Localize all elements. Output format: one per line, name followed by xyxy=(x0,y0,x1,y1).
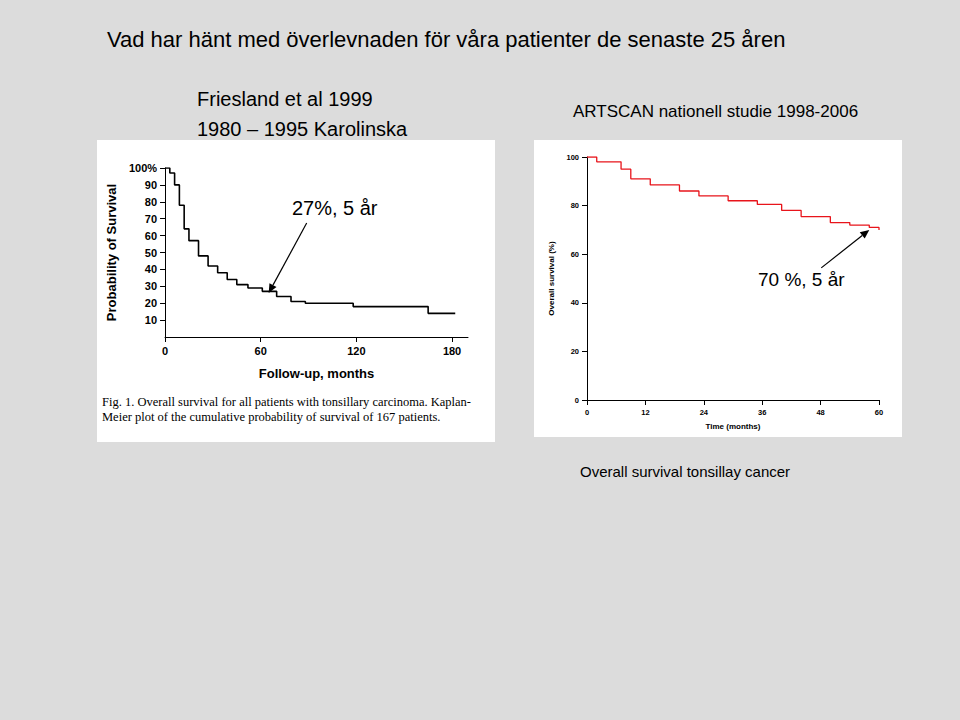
svg-text:80: 80 xyxy=(571,201,579,210)
svg-text:Overall survival (%): Overall survival (%) xyxy=(547,241,556,316)
svg-text:180: 180 xyxy=(443,345,461,357)
html-text:1980 – 1995 Karolinska: 1980 – 1995 Karolinska xyxy=(197,118,408,140)
svg-text:40: 40 xyxy=(571,298,579,307)
svg-text:70 %, 5 år: 70 %, 5 år xyxy=(758,269,845,290)
svg-text:70: 70 xyxy=(145,213,157,225)
svg-text:90: 90 xyxy=(145,179,157,191)
html-text:Friesland et al 1999: Friesland et al 1999 xyxy=(197,88,373,110)
svg-text:80: 80 xyxy=(145,196,157,208)
svg-text:27%, 5 år: 27%, 5 år xyxy=(292,197,378,219)
svg-text:12: 12 xyxy=(641,408,649,417)
svg-text:24: 24 xyxy=(700,408,709,417)
svg-text:30: 30 xyxy=(145,280,157,292)
html-text:Fig. 1. Overall survival for a: Fig. 1. Overall survival for all patient… xyxy=(102,395,471,424)
html-text:ARTSCAN nationell studie 1998-: ARTSCAN nationell studie 1998-2006 xyxy=(573,102,859,121)
svg-text:100: 100 xyxy=(566,153,579,162)
svg-text:60: 60 xyxy=(875,408,883,417)
svg-text:60: 60 xyxy=(571,250,579,259)
svg-text:0: 0 xyxy=(162,345,168,357)
svg-text:20: 20 xyxy=(571,347,579,356)
svg-text:0: 0 xyxy=(575,396,579,405)
html-text:Overall survival tonsillay can: Overall survival tonsillay cancer xyxy=(580,463,791,480)
svg-text:100%: 100% xyxy=(129,162,157,174)
svg-text:0: 0 xyxy=(585,408,589,417)
svg-text:Follow-up, months: Follow-up, months xyxy=(259,366,375,381)
svg-text:Time (months): Time (months) xyxy=(706,422,761,431)
svg-text:60: 60 xyxy=(255,345,267,357)
svg-text:10: 10 xyxy=(145,314,157,326)
svg-text:48: 48 xyxy=(816,408,824,417)
svg-text:40: 40 xyxy=(145,263,157,275)
svg-text:Probability of Survival: Probability of Survival xyxy=(104,184,119,321)
html-text:Vad har hänt med överlevnaden: Vad har hänt med överlevnaden för våra p… xyxy=(107,27,786,52)
svg-text:20: 20 xyxy=(145,297,157,309)
svg-text:50: 50 xyxy=(145,247,157,259)
svg-text:36: 36 xyxy=(758,408,766,417)
svg-text:120: 120 xyxy=(347,345,365,357)
svg-text:60: 60 xyxy=(145,230,157,242)
